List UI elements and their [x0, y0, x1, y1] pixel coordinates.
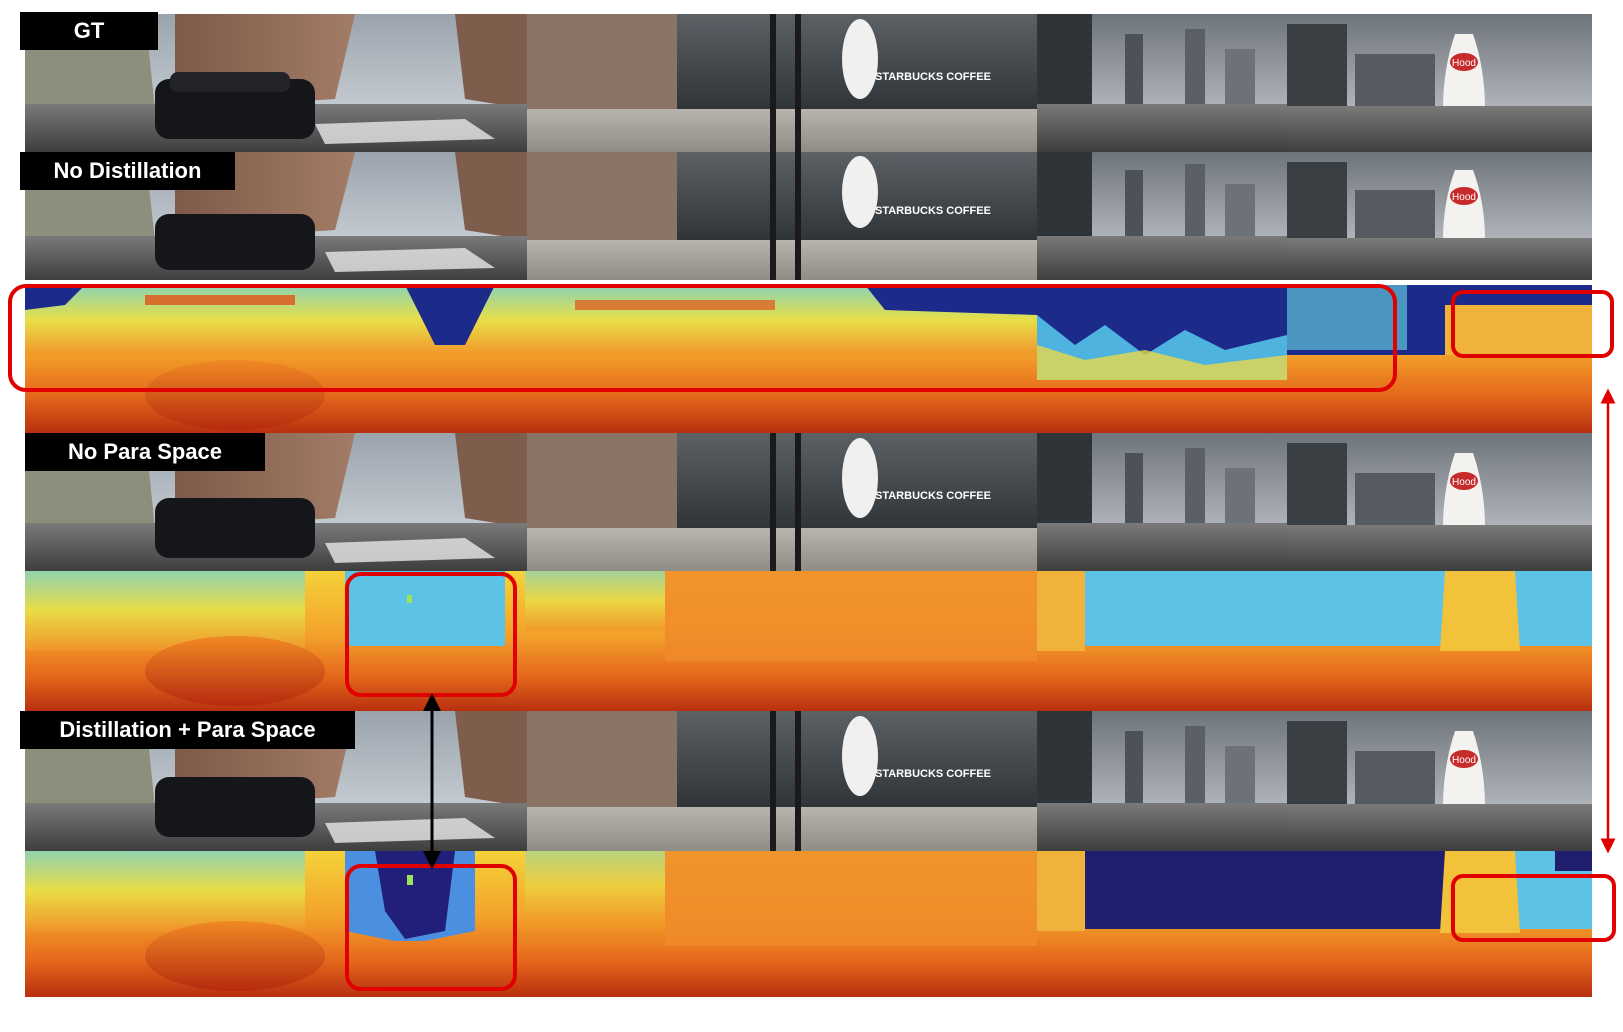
starbucks-sign: STARBUCKS COFFEE	[875, 205, 991, 217]
rgb-row-no-para-space: STARBUCKS COFFEE Hood	[25, 433, 1592, 571]
rgb-panorama-no-para-space: STARBUCKS COFFEE Hood	[25, 433, 1592, 571]
label-no-para-space: No Para Space	[25, 433, 265, 471]
depth-row-no-para-space	[25, 571, 1592, 711]
hood-sign: Hood	[1452, 58, 1476, 69]
rgb-panorama-gt: STARBUCKS COFFEE Hood	[25, 14, 1592, 152]
depth-row-distillation-para-space	[25, 851, 1592, 997]
rgb-panorama-no-distillation: STARBUCKS COFFEE Hood	[25, 152, 1592, 280]
rgb-row-gt: STARBUCKS COFFEE Hood	[25, 14, 1592, 152]
depth-map-no-para-space	[25, 571, 1592, 711]
starbucks-sign: STARBUCKS COFFEE	[875, 71, 991, 83]
starbucks-sign: STARBUCKS COFFEE	[875, 768, 991, 780]
depth-row-no-distillation	[25, 285, 1592, 433]
depth-map-no-distillation	[25, 285, 1592, 433]
label-gt: GT	[20, 12, 158, 50]
rgb-row-no-distillation: STARBUCKS COFFEE Hood	[25, 152, 1592, 280]
label-distillation-para-space: Distillation + Para Space	[20, 711, 355, 749]
hood-sign: Hood	[1452, 755, 1476, 766]
starbucks-sign: STARBUCKS COFFEE	[875, 490, 991, 502]
hood-sign: Hood	[1452, 192, 1476, 203]
depth-map-distillation-para-space	[25, 851, 1592, 997]
hood-sign: Hood	[1452, 477, 1476, 488]
label-no-distillation: No Distillation	[20, 152, 235, 190]
